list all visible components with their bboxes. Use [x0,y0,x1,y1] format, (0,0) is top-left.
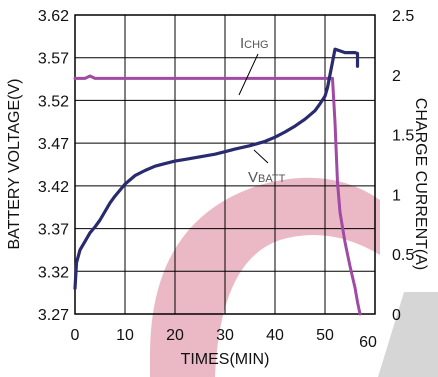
y-left-tick-label-6: 3.57 [38,51,69,68]
y-right-tick-label-4: 2 [392,68,401,85]
y-left-tick-label-0: 3.27 [38,307,69,324]
vbatt-label-main: V [248,169,258,186]
y-left-tick-label-7: 3.62 [38,8,69,25]
watermark-logo [378,292,438,377]
y-right-tick-labels: 0 0.5 1 1.5 2 2.5 [392,8,414,324]
x-tick-label-3: 30 [216,327,234,344]
x-axis-title: TIMES(MIN) [181,351,270,368]
x-tick-label-4: 40 [266,327,284,344]
vbatt-label: VBATT [248,149,286,186]
y-right-tick-label-3: 1.5 [392,128,414,145]
y-left-axis-title: BATTERY VOLTAGE(V) [6,79,23,250]
y-left-tick-label-2: 3.37 [38,222,69,239]
svg-text:VBATT: VBATT [248,169,286,186]
ichg-label: ICHG [238,35,269,96]
x-tick-label-5: 50 [316,327,334,344]
vbatt-leader-line [253,149,269,164]
watermark-arc [150,177,380,377]
x-tick-label-6: 60 [359,334,377,351]
ichg-label-main: I [240,35,244,52]
x-tick-label-1: 10 [116,327,134,344]
svg-text:ICHG: ICHG [240,35,269,52]
series-layer [73,47,362,316]
y-left-tick-label-4: 3.47 [38,136,69,153]
y-right-tick-label-2: 1 [392,187,401,204]
watermark [150,177,438,377]
y-right-axis-title: CHARGE CURRENT(A) [412,98,429,270]
x-tick-label-2: 20 [166,327,184,344]
grid [75,15,375,314]
x-tick-labels: 0 10 20 30 40 50 60 [71,327,377,351]
y-right-tick-label-0: 0 [392,307,401,324]
series-line-vbatt [73,47,360,290]
y-left-tick-labels: 3.27 3.32 3.37 3.42 3.47 3.52 3.57 3.62 [38,8,69,324]
y-left-tick-label-1: 3.32 [38,264,69,281]
y-left-tick-label-3: 3.42 [38,179,69,196]
y-right-tick-label-5: 2.5 [392,8,414,25]
vbatt-label-sub: BATT [258,173,286,185]
ichg-label-sub: CHG [244,39,268,51]
plot-frame [74,14,376,315]
y-left-tick-label-5: 3.52 [38,93,69,110]
ichg-leader-line [238,53,259,96]
y-right-tick-label-1: 0.5 [392,247,414,264]
x-tick-label-0: 0 [71,327,80,344]
